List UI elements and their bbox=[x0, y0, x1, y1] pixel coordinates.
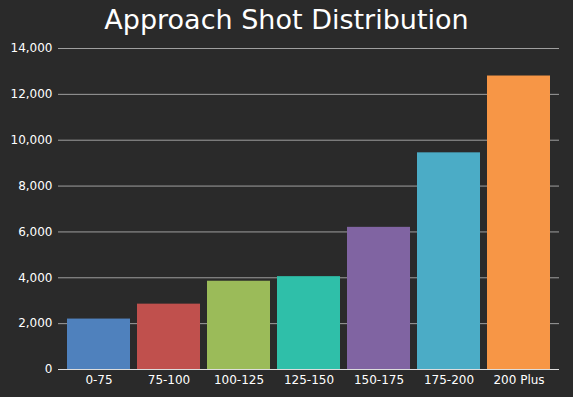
svg-text:0: 0 bbox=[45, 362, 53, 376]
svg-text:150-175: 150-175 bbox=[354, 373, 404, 387]
svg-text:100-125: 100-125 bbox=[214, 373, 264, 387]
svg-text:12,000: 12,000 bbox=[11, 87, 53, 101]
svg-text:14,000: 14,000 bbox=[11, 41, 53, 55]
html-text:Approach Shot Distribution: Approach Shot Distribution bbox=[104, 4, 469, 35]
svg-text:0-75: 0-75 bbox=[85, 373, 112, 387]
svg-text:200 Plus: 200 Plus bbox=[493, 373, 544, 387]
svg-text:10,000: 10,000 bbox=[11, 133, 53, 147]
svg-text:8,000: 8,000 bbox=[18, 179, 52, 193]
svg-text:2,000: 2,000 bbox=[18, 316, 52, 330]
svg-text:6,000: 6,000 bbox=[18, 225, 52, 239]
svg-text:4,000: 4,000 bbox=[18, 271, 52, 285]
svg-text:75-100: 75-100 bbox=[148, 373, 191, 387]
svg-text:175-200: 175-200 bbox=[424, 373, 474, 387]
svg-text:125-150: 125-150 bbox=[284, 373, 334, 387]
